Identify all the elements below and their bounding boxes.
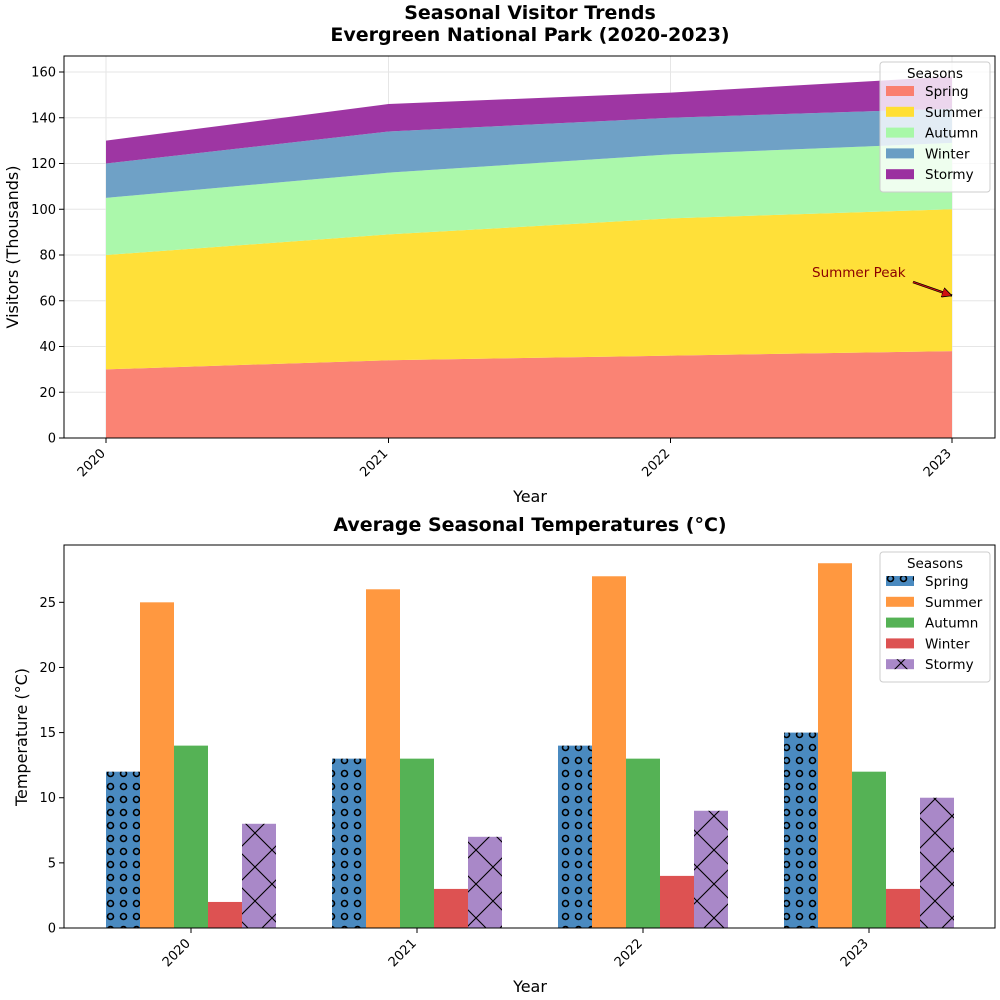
legend-label-stormy: Stormy [925, 657, 974, 673]
bar-autumn-2023 [852, 771, 886, 928]
annotation-text: Summer Peak [812, 265, 906, 281]
visitor-chart-legend: Seasons Spring Summer Autumn Winter Stormy [879, 61, 991, 193]
x-tick-label-2021: 2021 [386, 936, 420, 970]
bar-spring-2021 [332, 758, 366, 928]
legend-swatch-winter [886, 638, 914, 649]
temperature-chart-y-ticks: 0 5 10 15 20 25 [39, 596, 64, 937]
x-tick-label-2020: 2020 [75, 446, 109, 480]
y-tick-label-100: 100 [31, 203, 56, 218]
visitor-chart-frame [63, 55, 996, 439]
legend-label-autumn: Autumn [925, 126, 978, 142]
bar-summer-2023 [818, 563, 852, 928]
temperature-chart-x-ticks: 2020 2021 2022 2023 [160, 928, 872, 970]
summer-peak-annotation: Summer Peak [812, 265, 952, 296]
temperature-chart-frame [63, 544, 996, 929]
legend-label-summer: Summer [925, 105, 983, 121]
temperature-chart: Average Seasonal Temperatures (°C) 0 5 10 1… [12, 514, 996, 996]
legend-swatch-stormy [886, 169, 914, 180]
x-tick-label-2023: 2023 [921, 446, 955, 480]
area-spring [106, 351, 952, 438]
visitor-chart-x-axis-label: Year [512, 487, 547, 506]
legend-swatch-spring [886, 86, 914, 96]
y-tick-label-160: 160 [31, 66, 56, 81]
y-tick-label-25: 25 [39, 596, 56, 611]
x-tick-label-2022: 2022 [612, 936, 646, 970]
bar-spring-2020 [106, 771, 140, 928]
y-tick-label-140: 140 [31, 111, 56, 126]
legend-swatch-autumn [886, 617, 914, 628]
legend-swatch-winter [886, 148, 914, 159]
x-tick-label-2020: 2020 [160, 936, 194, 970]
y-tick-label-5: 5 [48, 856, 56, 871]
y-tick-label-40: 40 [39, 340, 56, 355]
bar-stormy-2020 [242, 823, 276, 928]
legend-label-summer: Summer [925, 595, 983, 611]
legend-swatch-summer [886, 596, 914, 607]
temperature-chart-y-axis-label: Temperature (°C) [12, 668, 31, 807]
bar-winter-2021 [434, 888, 468, 928]
legend-swatch-spring [886, 576, 914, 586]
bar-spring-2023 [784, 732, 818, 928]
area-stormy [106, 76, 952, 164]
y-tick-label-60: 60 [39, 294, 56, 309]
bar-stormy-2022 [694, 810, 728, 928]
bar-summer-2022 [592, 576, 626, 928]
bar-winter-2022 [660, 875, 694, 928]
bar-autumn-2020 [174, 745, 208, 928]
x-tick-label-2023: 2023 [838, 936, 872, 970]
legend-title: Seasons [907, 66, 963, 82]
y-tick-label-0: 0 [48, 922, 56, 937]
y-tick-label-20: 20 [39, 661, 56, 676]
temperature-chart-x-axis-label: Year [512, 977, 547, 996]
legend-label-spring: Spring [925, 574, 969, 590]
annotation-arrow [912, 281, 951, 295]
bar-autumn-2022 [626, 758, 660, 928]
temperature-chart-bars [106, 563, 954, 928]
legend-label-spring: Spring [925, 84, 969, 100]
legend-swatch-summer [886, 106, 914, 117]
y-tick-label-120: 120 [31, 157, 56, 172]
visitor-chart: Seasonal Visitor Trends Evergreen Nation… [3, 2, 996, 506]
bar-autumn-2021 [400, 758, 434, 928]
legend-swatch-stormy [886, 659, 914, 670]
x-tick-label-2021: 2021 [357, 446, 391, 480]
bar-winter-2020 [208, 901, 242, 928]
y-tick-label-80: 80 [39, 249, 56, 264]
legend-label-stormy: Stormy [925, 167, 974, 183]
legend-label-winter: Winter [925, 146, 970, 162]
bar-summer-2020 [140, 602, 174, 928]
x-tick-label-2022: 2022 [639, 446, 673, 480]
y-tick-label-20: 20 [39, 386, 56, 401]
bar-spring-2022 [558, 745, 592, 928]
area-summer [106, 209, 952, 370]
bar-winter-2023 [886, 888, 920, 928]
visitor-chart-x-ticks: 2020 2021 2022 2023 [75, 438, 955, 480]
bar-stormy-2023 [920, 797, 954, 928]
visitor-chart-y-ticks: 0 20 40 60 80 100 120 140 160 [31, 66, 64, 447]
visitor-chart-areas [106, 76, 952, 438]
y-tick-label-15: 15 [39, 726, 56, 741]
legend-label-winter: Winter [925, 636, 970, 652]
y-tick-label-10: 10 [39, 791, 56, 806]
area-autumn [106, 142, 952, 256]
temperature-chart-legend: Seasons Spring Summer Autumn Winter Stormy [879, 551, 991, 683]
legend-label-autumn: Autumn [925, 616, 978, 632]
legend-title: Seasons [907, 556, 963, 572]
visitor-chart-y-axis-label: Visitors (Thousands) [3, 166, 22, 329]
temperature-chart-title: Average Seasonal Temperatures (°C) [333, 514, 726, 536]
visitor-chart-title-line2: Evergreen National Park (2020-2023) [330, 24, 729, 46]
bar-summer-2021 [366, 589, 400, 928]
visitor-chart-title-line1: Seasonal Visitor Trends [404, 2, 656, 24]
legend-swatch-autumn [886, 127, 914, 138]
bar-stormy-2021 [468, 836, 502, 928]
y-tick-label-0: 0 [48, 432, 56, 447]
area-winter [106, 108, 952, 198]
